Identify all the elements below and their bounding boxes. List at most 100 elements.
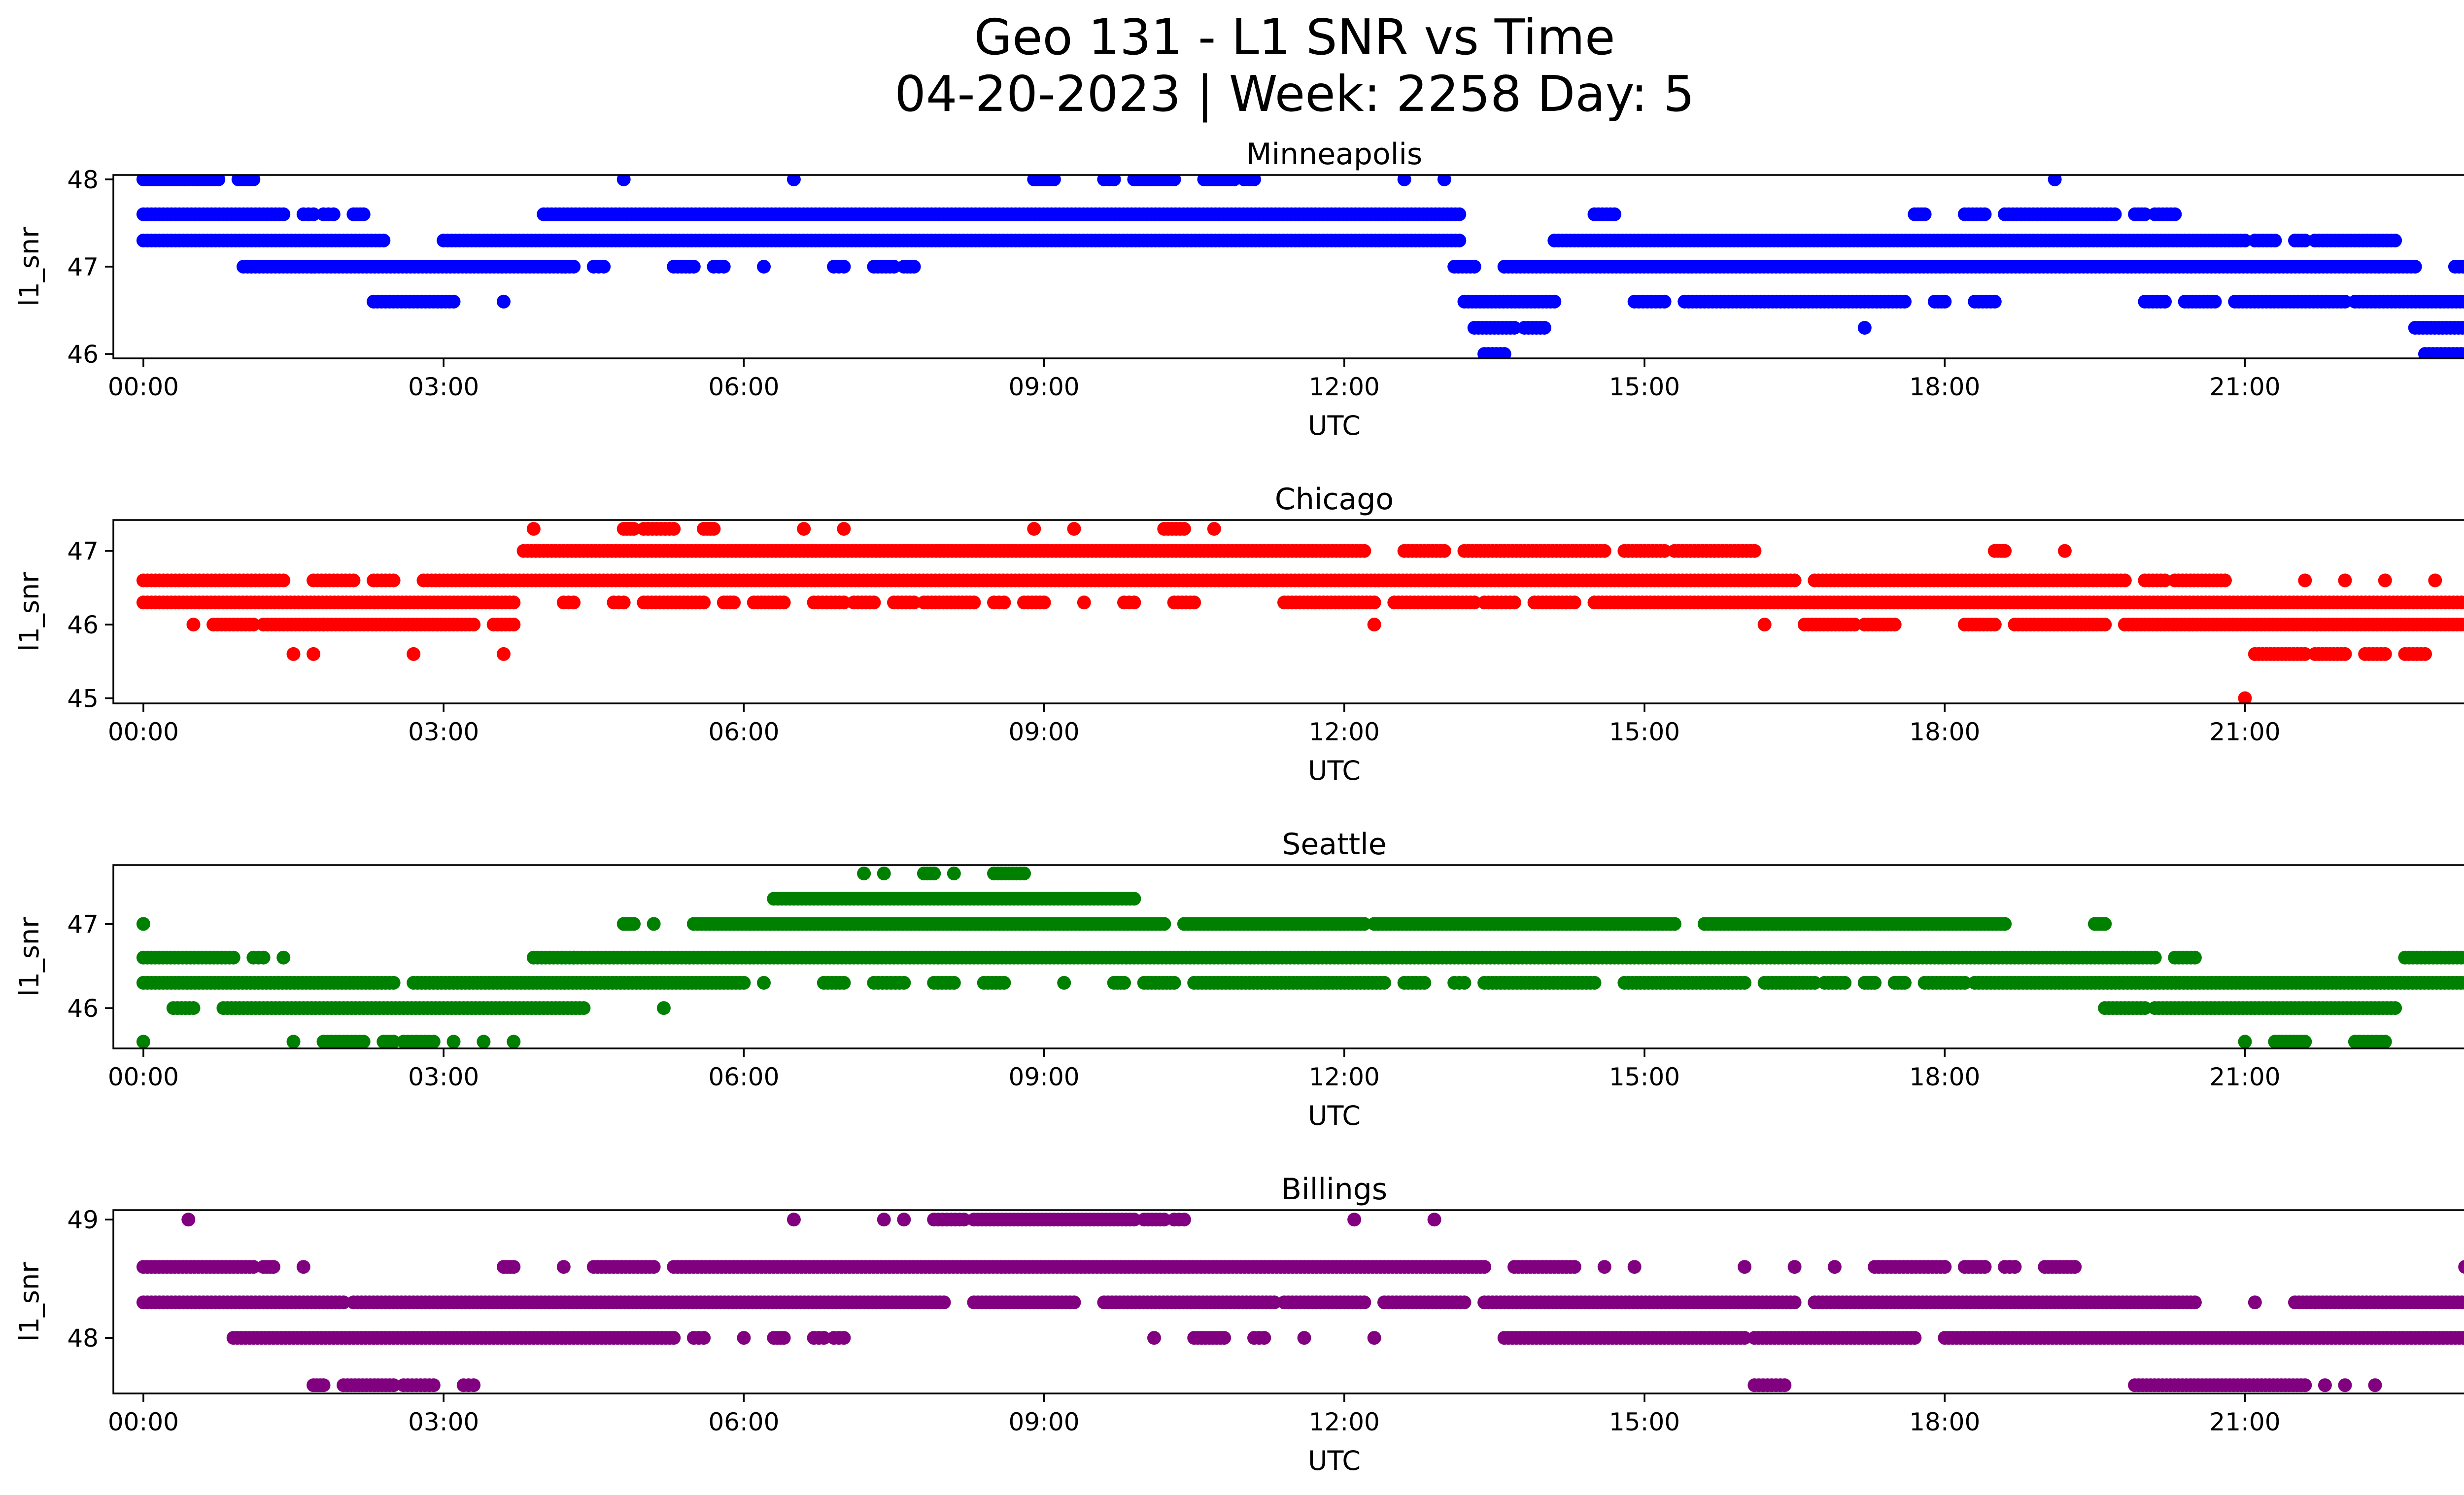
data-point: [1998, 544, 2012, 558]
data-point: [1957, 975, 1972, 990]
data-point: [757, 975, 771, 990]
data-point: [1357, 917, 1371, 931]
data-point: [707, 522, 721, 536]
data-point: [647, 917, 661, 931]
data-points: [136, 175, 2464, 358]
y-tick-label: 48: [67, 166, 99, 194]
data-point: [787, 1213, 801, 1227]
data-points: [136, 522, 2464, 703]
data-point: [1507, 321, 1521, 335]
subplot-title: Chicago: [1275, 482, 1394, 517]
data-point: [1037, 595, 1051, 610]
subplot-seattle: 00:00 03:00 06:00 09:00 12:00 15:00 18:00 21:00…: [14, 827, 2464, 1131]
data-point: [877, 867, 891, 881]
data-point: [2298, 573, 2312, 588]
data-point: [1187, 595, 1201, 610]
data-point: [2238, 233, 2252, 247]
x-tick-label: 09:00: [1009, 373, 1080, 401]
x-tick-label: 12:00: [1309, 1063, 1380, 1091]
data-point: [136, 917, 150, 931]
data-point: [907, 260, 921, 274]
y-tick-label: 47: [67, 537, 99, 566]
data-point: [356, 207, 371, 221]
data-point: [2268, 233, 2282, 247]
data-point: [2458, 595, 2464, 610]
axes-frame: [112, 519, 2464, 704]
data-point: [837, 522, 851, 536]
x-tick-label: 09:00: [1009, 718, 1080, 746]
data-point: [2098, 917, 2112, 931]
data-point: [616, 175, 631, 186]
data-point: [2048, 175, 2062, 186]
data-point: [1057, 975, 1071, 990]
data-point: [256, 950, 271, 965]
data-point: [386, 573, 401, 588]
x-tick-label: 06:00: [708, 373, 779, 401]
data-point: [1027, 522, 1041, 536]
data-point: [787, 175, 801, 186]
figure-title-line2: 04-20-2023 | Week: 2258 Day: 5: [894, 65, 1694, 123]
data-point: [211, 175, 226, 186]
data-point: [877, 1213, 891, 1227]
data-point: [837, 260, 851, 274]
data-point: [567, 260, 581, 274]
data-point: [616, 595, 631, 610]
data-point: [957, 1213, 971, 1227]
data-point: [507, 1260, 521, 1274]
data-point: [1668, 917, 1681, 931]
data-point: [2418, 647, 2432, 661]
data-point: [1077, 595, 1091, 610]
y-axis-label: l1_snr: [14, 917, 45, 997]
data-point: [467, 618, 481, 632]
data-point: [967, 595, 981, 610]
data-point: [246, 1260, 261, 1274]
data-point: [507, 595, 521, 610]
data-point: [1127, 892, 1141, 906]
x-tick-label: 21:00: [2209, 1063, 2280, 1091]
data-point: [2238, 1035, 2252, 1048]
x-axis-label: UTC: [1308, 410, 1361, 441]
data-point: [1427, 1213, 1441, 1227]
data-point: [181, 1213, 196, 1227]
data-point: [1978, 207, 1992, 221]
data-point: [1887, 618, 1902, 632]
data-point: [697, 595, 711, 610]
data-point: [2388, 1001, 2402, 1015]
data-point: [1207, 522, 1221, 536]
data-point: [1157, 917, 1171, 931]
data-point: [426, 1035, 441, 1048]
data-point: [2462, 620, 2464, 629]
data-point: [1117, 975, 1131, 990]
data-point: [497, 294, 511, 309]
x-tick-label: 03:00: [408, 1063, 479, 1091]
data-point: [1457, 975, 1472, 990]
data-point: [1868, 975, 1882, 990]
data-points: [136, 867, 2464, 1048]
data-point: [1067, 522, 1081, 536]
data-point: [1787, 573, 1802, 588]
data-point: [276, 950, 291, 965]
data-point: [2338, 294, 2352, 309]
subplot-minneapolis: 00:00 03:00 06:00 09:00 12:00 15:00 18:00 21:00…: [14, 137, 2464, 441]
data-point: [1597, 544, 1611, 558]
data-point: [1608, 207, 1622, 221]
data-point: [2378, 647, 2392, 661]
data-point: [1397, 175, 1411, 186]
x-tick-label: 03:00: [408, 373, 479, 401]
data-point: [2208, 294, 2222, 309]
data-point: [597, 260, 611, 274]
data-point: [1738, 975, 1752, 990]
data-point: [897, 975, 911, 990]
data-point: [2098, 618, 2112, 632]
data-point: [2298, 647, 2312, 661]
data-point: [1452, 233, 1467, 247]
data-point: [2108, 207, 2122, 221]
data-point: [727, 595, 741, 610]
data-point: [1538, 321, 1551, 335]
data-point: [897, 1213, 911, 1227]
data-point: [246, 618, 261, 632]
data-point: [2460, 260, 2464, 273]
data-point: [1107, 175, 1121, 186]
x-tick-label: 03:00: [408, 718, 479, 746]
